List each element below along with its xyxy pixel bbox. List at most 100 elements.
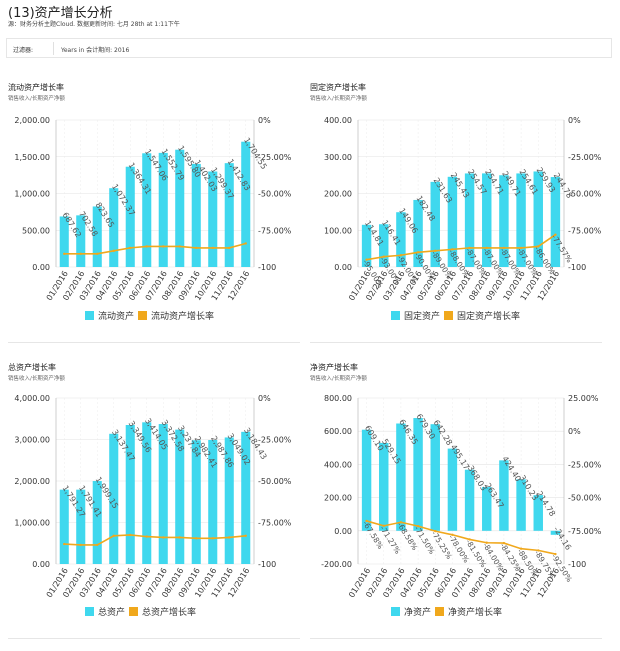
line-point[interactable] xyxy=(434,529,437,533)
bar[interactable] xyxy=(142,422,152,564)
bar[interactable] xyxy=(413,418,423,531)
legend-swatch-line[interactable] xyxy=(435,607,444,616)
line-point[interactable] xyxy=(519,246,523,250)
bar[interactable] xyxy=(241,141,251,267)
bar[interactable] xyxy=(142,153,152,267)
bar[interactable] xyxy=(361,224,372,267)
filter-value[interactable]: Years in 会计期间: 2016 xyxy=(61,47,130,54)
filter-bar[interactable]: 过滤器: Years in 会计期间: 2016 xyxy=(6,38,612,58)
line-point[interactable] xyxy=(129,246,132,250)
line-point[interactable] xyxy=(228,536,231,539)
bar[interactable] xyxy=(158,152,168,267)
bar[interactable] xyxy=(499,460,509,531)
bar[interactable] xyxy=(241,431,251,564)
line-point[interactable] xyxy=(451,533,454,536)
line-point[interactable] xyxy=(416,251,420,254)
bar[interactable] xyxy=(464,173,475,267)
line-point[interactable] xyxy=(112,249,115,253)
bar[interactable] xyxy=(379,442,389,531)
bar[interactable] xyxy=(109,433,119,564)
line-point[interactable] xyxy=(79,252,82,255)
line-point[interactable] xyxy=(96,252,99,255)
bar[interactable] xyxy=(59,489,69,564)
bar[interactable] xyxy=(413,199,423,267)
line-point[interactable] xyxy=(178,245,181,248)
legend-swatch-line[interactable] xyxy=(444,311,453,320)
legend-swatch-bars[interactable] xyxy=(85,607,94,616)
bar[interactable] xyxy=(396,423,406,531)
line-point[interactable] xyxy=(537,549,540,552)
line-point[interactable] xyxy=(145,535,148,538)
bar[interactable] xyxy=(208,171,218,267)
line-point[interactable] xyxy=(211,537,214,540)
bar[interactable] xyxy=(92,206,102,267)
bar[interactable] xyxy=(550,530,561,535)
bar[interactable] xyxy=(516,479,526,531)
line-point[interactable] xyxy=(365,519,368,523)
line-point[interactable] xyxy=(63,542,66,546)
bar[interactable] xyxy=(482,173,492,267)
line-point[interactable] xyxy=(365,258,368,261)
legend-swatch-line[interactable] xyxy=(138,311,147,320)
line-point[interactable] xyxy=(79,543,82,547)
legend-label-bars[interactable]: 流动资产 xyxy=(98,310,134,322)
bar[interactable] xyxy=(158,424,168,564)
legend-label-line[interactable]: 总资产增长率 xyxy=(142,606,196,618)
legend-label-bars[interactable]: 固定资产 xyxy=(404,310,440,322)
legend-label-line[interactable]: 流动资产增长率 xyxy=(151,310,214,322)
line-point[interactable] xyxy=(178,536,181,539)
bar[interactable] xyxy=(224,437,234,564)
bar[interactable] xyxy=(499,175,509,267)
line-point[interactable] xyxy=(162,536,165,539)
bar[interactable] xyxy=(191,440,201,564)
line-point[interactable] xyxy=(211,246,214,250)
bar[interactable] xyxy=(533,495,543,531)
line-point[interactable] xyxy=(162,245,165,248)
line-point[interactable] xyxy=(519,547,523,550)
bar[interactable] xyxy=(379,224,389,267)
bar[interactable] xyxy=(464,469,475,531)
bar[interactable] xyxy=(550,177,561,267)
bar[interactable] xyxy=(125,424,135,564)
line-point[interactable] xyxy=(399,254,403,257)
bar[interactable] xyxy=(76,215,86,267)
line-point[interactable] xyxy=(382,524,385,528)
legend-label-line[interactable]: 固定资产增长率 xyxy=(457,310,520,322)
legend-swatch-bars[interactable] xyxy=(85,311,94,320)
bar[interactable] xyxy=(447,176,458,267)
legend-label-bars[interactable]: 总资产 xyxy=(98,606,125,618)
line-point[interactable] xyxy=(96,543,99,547)
line-point[interactable] xyxy=(502,246,506,250)
line-point[interactable] xyxy=(145,245,148,248)
bar[interactable] xyxy=(125,166,135,267)
bar[interactable] xyxy=(516,173,526,267)
line-point[interactable] xyxy=(228,246,231,250)
bar[interactable] xyxy=(92,481,102,564)
line-point[interactable] xyxy=(244,242,247,245)
bar[interactable] xyxy=(109,188,119,267)
line-point[interactable] xyxy=(382,255,385,258)
legend-swatch-bars[interactable] xyxy=(391,607,400,616)
bar[interactable] xyxy=(224,163,234,267)
line-point[interactable] xyxy=(244,534,247,537)
line-point[interactable] xyxy=(129,533,132,537)
legend-swatch-bars[interactable] xyxy=(391,311,400,320)
legend-label-bars[interactable]: 净资产 xyxy=(404,606,431,618)
legend-swatch-line[interactable] xyxy=(129,607,138,616)
line-point[interactable] xyxy=(554,233,557,236)
bar[interactable] xyxy=(175,149,185,267)
bar[interactable] xyxy=(208,440,218,564)
bar[interactable] xyxy=(191,163,201,267)
line-point[interactable] xyxy=(468,246,471,250)
line-point[interactable] xyxy=(195,537,198,540)
line-point[interactable] xyxy=(416,524,420,528)
bar[interactable] xyxy=(447,448,458,531)
line-point[interactable] xyxy=(63,252,66,255)
line-point[interactable] xyxy=(112,534,115,537)
bar[interactable] xyxy=(482,487,492,531)
bar[interactable] xyxy=(533,171,543,267)
bar[interactable] xyxy=(76,489,86,564)
line-point[interactable] xyxy=(399,521,403,524)
line-point[interactable] xyxy=(468,538,471,541)
line-point[interactable] xyxy=(554,552,557,556)
